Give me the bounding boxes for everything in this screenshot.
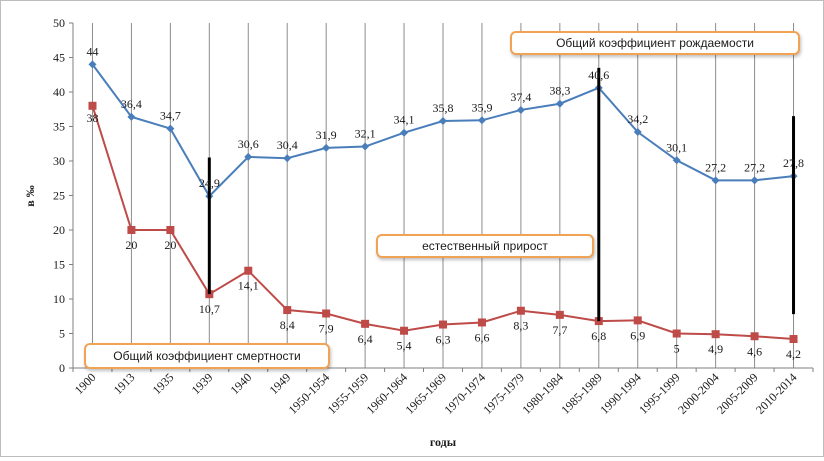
point-birth-rate <box>672 156 681 165</box>
legend-death-rate: Общий коэффициент смертности <box>84 343 330 369</box>
data-label-death-rate: 5 <box>674 342 680 356</box>
data-label-death-rate: 7,9 <box>319 321 334 335</box>
legend-natural-growth: естественный прирост <box>376 234 594 258</box>
y-tick-label: 40 <box>53 85 65 99</box>
y-tick-label: 5 <box>59 327 65 341</box>
data-label-death-rate: 4,9 <box>708 342 723 356</box>
data-label-birth-rate: 27,8 <box>783 156 804 170</box>
point-death-rate <box>477 318 486 327</box>
data-label-death-rate: 6,9 <box>630 328 645 342</box>
point-death-rate <box>439 320 447 329</box>
data-label-birth-rate: 30,1 <box>666 140 687 154</box>
data-label-birth-rate: 34,1 <box>394 113 415 127</box>
data-label-birth-rate: 36,4 <box>121 97 142 111</box>
point-death-rate <box>750 332 759 341</box>
data-label-death-rate: 10,7 <box>199 302 220 316</box>
point-death-rate <box>88 101 97 110</box>
data-label-death-rate: 8,4 <box>280 318 295 332</box>
data-label-death-rate: 8,3 <box>513 319 528 333</box>
point-death-rate <box>672 329 681 338</box>
point-birth-rate <box>516 105 525 114</box>
data-label-death-rate: 7,7 <box>552 323 567 337</box>
data-label-birth-rate: 30,6 <box>238 137 259 151</box>
y-tick-label: 20 <box>53 223 65 237</box>
point-death-rate <box>283 306 292 315</box>
data-label-birth-rate: 24,9 <box>199 176 220 190</box>
data-label-death-rate: 4,2 <box>786 347 801 361</box>
data-label-birth-rate: 37,4 <box>510 90 531 104</box>
y-tick-label: 10 <box>53 292 65 306</box>
point-birth-rate <box>439 116 447 125</box>
point-death-rate <box>361 319 370 328</box>
point-birth-rate <box>283 154 292 163</box>
data-label-birth-rate: 27,2 <box>744 160 765 174</box>
point-birth-rate <box>555 99 564 108</box>
point-death-rate <box>555 310 564 319</box>
data-label-birth-rate: 38,3 <box>549 84 570 98</box>
y-tick-label: 50 <box>53 16 65 30</box>
point-death-rate <box>516 306 525 315</box>
data-label-death-rate: 5,4 <box>397 339 412 353</box>
legend-birth-rate: Общий коэффициент рождаемости <box>510 31 800 55</box>
data-label-death-rate: 20 <box>164 238 176 252</box>
data-label-death-rate: 6,8 <box>591 329 606 343</box>
legend-birth-rate-label: Общий коэффициент рождаемости <box>556 36 754 50</box>
label-layer: 44 36,4 34,7 24,9 30,6 30,4 31,9 32,1 34,1 35,8 35… <box>86 44 804 361</box>
data-label-birth-rate: 35,9 <box>471 100 492 114</box>
data-label-birth-rate: 40,6 <box>588 68 609 82</box>
point-death-rate <box>127 226 136 234</box>
y-tick-label: 15 <box>53 258 65 272</box>
point-death-rate <box>322 309 331 318</box>
data-label-birth-rate: 34,2 <box>627 112 648 126</box>
y-tick-label: 25 <box>53 189 65 203</box>
data-label-birth-rate: 32,1 <box>355 127 376 141</box>
point-birth-rate <box>127 112 136 121</box>
point-birth-rate <box>166 124 175 133</box>
data-label-birth-rate: 31,9 <box>316 128 337 142</box>
data-label-death-rate: 6,4 <box>358 332 373 346</box>
y-tick-label: 30 <box>53 154 65 168</box>
data-label-death-rate: 14,1 <box>238 279 259 293</box>
point-death-rate <box>400 326 409 335</box>
data-label-birth-rate: 35,8 <box>433 101 454 115</box>
point-birth-rate <box>361 142 370 151</box>
legend-death-rate-label: Общий коэффициент смертности <box>113 349 301 363</box>
point-birth-rate <box>633 128 642 137</box>
point-birth-rate <box>88 60 97 69</box>
point-death-rate <box>166 226 175 234</box>
bars-layer <box>207 67 796 322</box>
point-birth-rate <box>400 128 409 137</box>
data-label-birth-rate: 30,4 <box>277 138 298 152</box>
data-label-death-rate: 4,6 <box>747 344 762 358</box>
legend-natural-growth-label: естественный прирост <box>422 239 548 253</box>
y-tick-label: 0 <box>59 361 65 375</box>
point-death-rate <box>789 335 798 344</box>
point-birth-rate <box>244 152 253 161</box>
point-death-rate <box>633 316 642 325</box>
data-label-death-rate: 20 <box>125 238 137 252</box>
data-label-death-rate: 6,6 <box>474 330 489 344</box>
x-axis-title: годы <box>430 435 457 449</box>
data-label-death-rate: 38 <box>86 111 98 125</box>
point-birth-rate <box>711 176 720 185</box>
point-birth-rate <box>750 176 759 185</box>
point-death-rate <box>711 330 720 339</box>
y-tick-label: 45 <box>53 51 65 65</box>
data-label-death-rate: 6,3 <box>436 333 451 347</box>
point-death-rate <box>244 266 253 275</box>
data-label-birth-rate: 34,7 <box>160 109 181 123</box>
data-label-birth-rate: 27,2 <box>705 160 726 174</box>
y-axis-title: в ‰ <box>23 185 37 206</box>
point-birth-rate <box>322 143 331 152</box>
data-label-birth-rate: 44 <box>86 44 98 58</box>
y-tick-label: 35 <box>53 120 65 134</box>
point-birth-rate <box>477 116 486 125</box>
